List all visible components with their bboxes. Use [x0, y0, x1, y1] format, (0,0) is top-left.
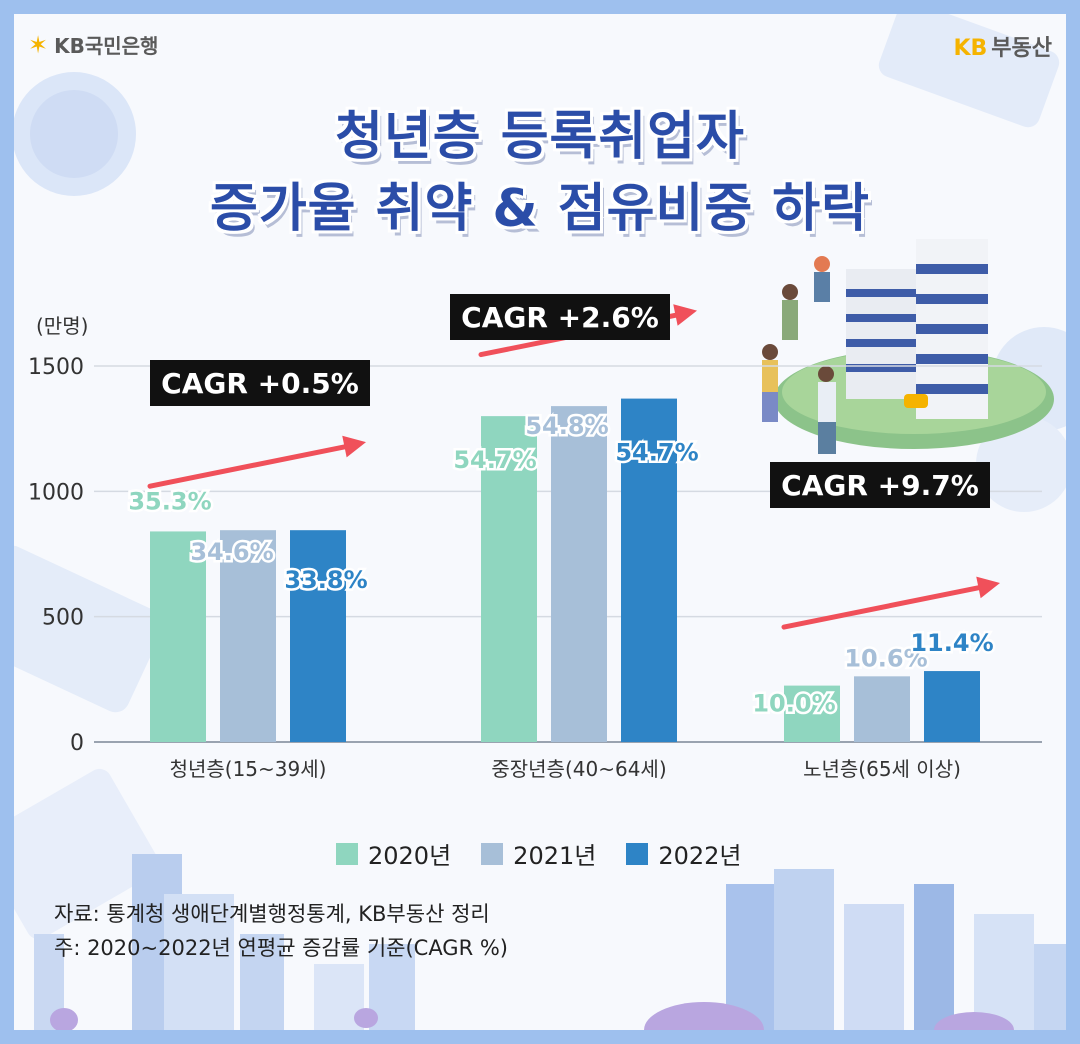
legend-label-2020: 2020년	[368, 842, 452, 870]
cagr-box	[770, 462, 990, 508]
kb-bank-logo: ✶ KB국민은행	[28, 30, 158, 59]
cagr-label: CAGR +0.5%	[161, 367, 359, 400]
legend-item-2020: 2020년	[336, 836, 451, 871]
y-axis-unit: (만명)	[36, 314, 89, 338]
bar-2022년-2	[924, 671, 980, 742]
bar-2021년-0	[220, 530, 276, 742]
city-skyline	[34, 854, 1066, 1030]
building-illustration	[762, 239, 1054, 454]
banknote-decoration	[14, 545, 165, 713]
background-decoration	[14, 14, 1066, 1030]
data-label: 33.8%	[284, 566, 367, 594]
chart-legend: 2020년 2021년 2022년	[336, 836, 742, 871]
y-tick-label: 0	[70, 731, 84, 756]
bar-2020년-1	[481, 416, 537, 742]
infographic-frame: ✶ KB국민은행 KB 부동산 청년층 등록취업자 증가율 취약 & 점유비중 하…	[14, 14, 1066, 1030]
data-label: 54.8%	[525, 412, 608, 440]
bar-2020년-2	[784, 685, 840, 742]
data-label: 34.6%	[190, 538, 273, 566]
y-tick-label: 1000	[28, 480, 84, 505]
title-line-1: 청년층 등록취업자	[335, 107, 745, 167]
banknote-decoration	[878, 14, 1060, 128]
data-label: 35.3%	[128, 487, 211, 515]
cagr-box	[150, 360, 370, 406]
coin-decoration	[30, 90, 118, 178]
bar-2021년-1	[551, 406, 607, 742]
cagr-box	[450, 294, 670, 340]
coin-decoration	[976, 416, 1066, 512]
x-tick-label: 노년층(65세 이상)	[803, 757, 961, 781]
banknote-decoration	[14, 768, 160, 940]
kb-mark: KB	[953, 36, 988, 61]
cagr-label: CAGR +2.6%	[461, 301, 659, 334]
source-note: 자료: 통계청 생애단계별행정통계, KB부동산 정리	[54, 902, 490, 926]
bar-2020년-0	[150, 531, 206, 742]
kb-realestate-logo: KB 부동산	[953, 30, 1052, 62]
kb-bank-name: KB국민은행	[54, 34, 159, 58]
data-label: 10.6%	[844, 644, 927, 672]
data-label: 10.0%	[752, 690, 835, 718]
legend-label-2022: 2022년	[658, 842, 742, 870]
trend-arrow-head	[976, 576, 1000, 599]
trend-arrow-head	[673, 304, 697, 326]
y-tick-label: 500	[42, 606, 84, 631]
legend-swatch-2021	[481, 842, 504, 865]
title-line-2: 증가율 취약 & 점유비중 하락	[209, 179, 870, 239]
legend-swatch-2020	[336, 842, 358, 865]
legend-label-2021: 2021년	[513, 842, 597, 870]
data-label: 11.4%	[910, 629, 993, 657]
x-tick-label: 청년층(15~39세)	[170, 757, 327, 781]
x-tick-label: 중장년층(40~64세)	[491, 757, 666, 781]
trend-arrow	[781, 584, 985, 630]
legend-swatch-2022	[626, 842, 649, 865]
trend-arrow	[147, 443, 351, 489]
y-tick-label: 1500	[28, 355, 84, 380]
data-label: 54.7%	[615, 439, 698, 467]
bar-2022년-0	[290, 530, 346, 742]
footnote: 주: 2020~2022년 연평균 증감률 기준(CAGR %)	[54, 936, 508, 960]
cagr-label: CAGR +9.7%	[781, 469, 979, 502]
bar-chart: 0 500 1000 1500 청년층(15~39세) 35.3% 34.6% 33.8% 중…	[28, 294, 1042, 781]
data-label: 54.7%	[453, 446, 536, 474]
trend-arrow-head	[342, 435, 366, 458]
legend-item-2022: 2022년	[626, 836, 742, 871]
realestate-name: 부동산	[991, 36, 1052, 61]
bar-2022년-1	[621, 398, 677, 742]
legend-item-2021: 2021년	[481, 836, 596, 871]
kb-star-icon: ✶	[28, 30, 49, 59]
bar-2021년-2	[854, 676, 910, 742]
